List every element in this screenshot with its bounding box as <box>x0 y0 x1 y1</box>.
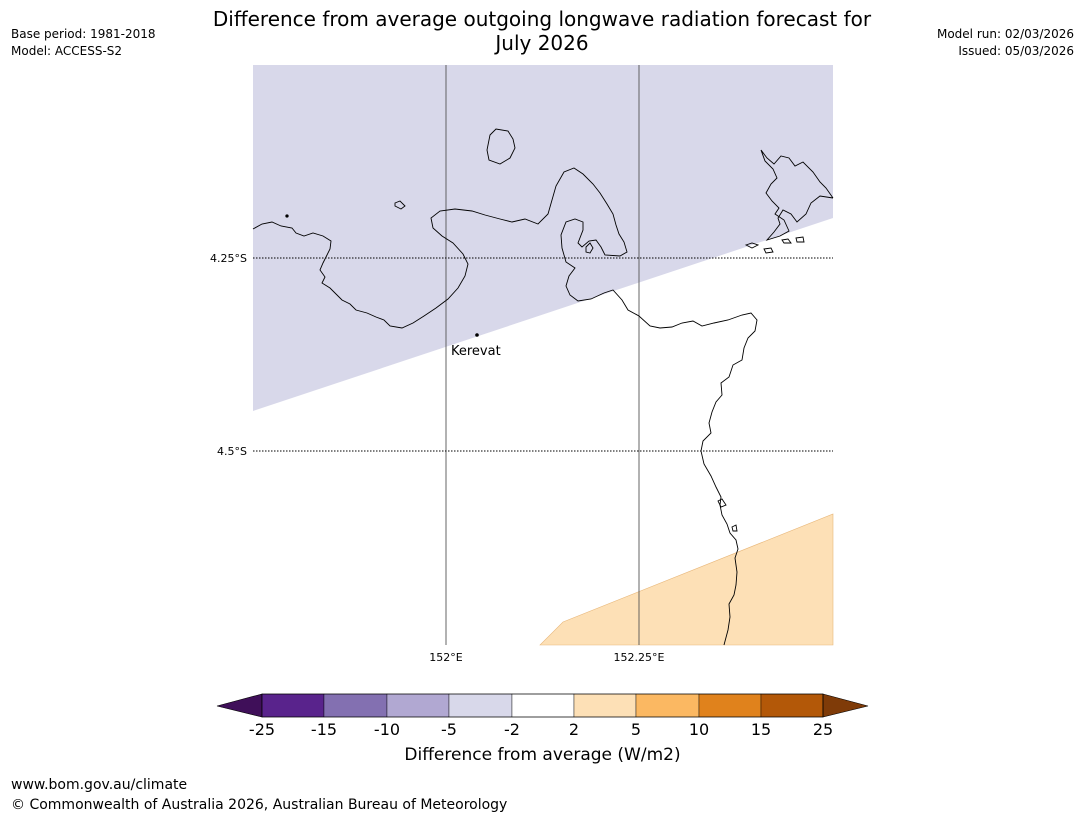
graticule <box>253 65 833 645</box>
metadata-left: Base period: 1981-2018 Model: ACCESS-S2 <box>11 26 156 60</box>
model-run: Model run: 02/03/2026 <box>936 27 1074 41</box>
colorbar-tick: 5 <box>630 720 642 739</box>
islet-coast-1 <box>717 498 727 508</box>
lon-label-152-25e: 152.25°E <box>614 651 665 664</box>
colorbar-tick: -5 <box>441 720 457 739</box>
colorbar-tick: -10 <box>373 720 401 739</box>
title-line-1: Difference from average outgoing longwav… <box>212 7 872 31</box>
colorbar-cell <box>261 693 325 718</box>
colorbar-tick: -25 <box>248 720 276 739</box>
base-period: Base period: 1981-2018 <box>11 27 156 41</box>
title-line-2: July 2026 <box>495 31 589 55</box>
colorbar-tick: 2 <box>568 720 580 739</box>
map-title: Difference from average outgoing longwav… <box>192 7 892 55</box>
colorbar-cell <box>448 693 513 718</box>
colorbar-cell <box>760 693 824 718</box>
colorbar-tick: 25 <box>812 720 834 739</box>
colorbar-cell <box>573 693 637 718</box>
footer: www.bom.gov.au/climate © Commonwealth of… <box>11 775 507 815</box>
colorbar-outline <box>261 693 824 718</box>
lat-label-4-25s: 4.25°S <box>210 252 247 265</box>
place-label-kerevat: Kerevat <box>451 344 501 359</box>
colorbar-tick: 10 <box>688 720 710 739</box>
lon-label-152e: 152°E <box>429 651 462 664</box>
footer-url: www.bom.gov.au/climate <box>11 777 188 793</box>
kerevat-marker <box>475 333 479 337</box>
islet-west <box>394 200 406 210</box>
model-name: Model: ACCESS-S2 <box>11 44 123 58</box>
colorbar <box>216 693 869 718</box>
islet-east-2 <box>763 247 774 254</box>
colorbar-extend-low <box>216 693 263 718</box>
coastline-main <box>252 167 758 646</box>
colorbar-cell <box>386 693 450 718</box>
lat-label-4-5s: 4.5°S <box>217 445 247 458</box>
islet-coast-2 <box>731 524 738 532</box>
issued-date: Issued: 05/03/2026 <box>958 44 1074 58</box>
metadata-right: Model run: 02/03/2026 Issued: 05/03/2026 <box>937 26 1074 60</box>
colorbar-tick: 15 <box>750 720 772 739</box>
colorbar-cell <box>635 693 700 718</box>
anomaly-region-negative <box>253 65 833 411</box>
island-inner-bay <box>585 242 594 254</box>
colorbar-cell <box>511 693 575 718</box>
islet-east-4 <box>795 236 805 243</box>
islet-east-3 <box>781 238 792 244</box>
footer-copyright: © Commonwealth of Australia 2026, Austra… <box>11 797 508 813</box>
coastline <box>252 128 834 646</box>
colorbar-cells <box>261 693 824 718</box>
island-north <box>486 128 516 165</box>
anomaly-region-positive <box>539 513 834 646</box>
colorbar-tick: -15 <box>310 720 338 739</box>
colorbar-cell <box>698 693 762 718</box>
islet-east-1 <box>744 242 760 249</box>
coastline-east <box>760 149 834 241</box>
colorbar-label: Difference from average (W/m2) <box>404 745 681 765</box>
colorbar-extend-high <box>822 693 869 718</box>
islet-dot <box>285 214 289 218</box>
colorbar-cell <box>323 693 388 718</box>
colorbar-tick: -2 <box>504 720 520 739</box>
